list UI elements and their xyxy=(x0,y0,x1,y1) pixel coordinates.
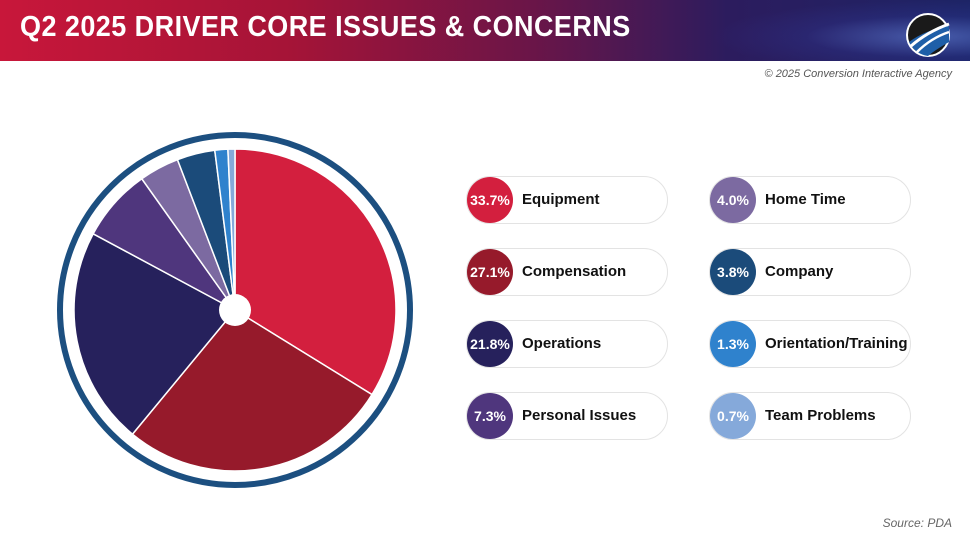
road-logo-icon xyxy=(906,13,950,57)
legend-label: Operations xyxy=(522,335,602,352)
legend-item-equipment: 33.7% Equipment xyxy=(466,176,668,224)
legend-item-operations: 21.8% Operations xyxy=(466,320,668,368)
legend-item-team-problems: 0.7% Team Problems xyxy=(709,392,911,440)
legend-value-badge: 3.8% xyxy=(710,249,756,295)
legend-item-home-time: 4.0% Home Time xyxy=(709,176,911,224)
pie-chart xyxy=(57,132,413,488)
copyright-text: © 2025 Conversion Interactive Agency xyxy=(764,68,952,80)
header-banner: Q2 2025 DRIVER CORE ISSUES & CONCERNS xyxy=(0,0,970,61)
legend-label: Home Time xyxy=(765,191,846,208)
source-text: Source: PDA xyxy=(882,516,952,530)
legend-label: Equipment xyxy=(522,191,600,208)
legend-item-personal-issues: 7.3% Personal Issues xyxy=(466,392,668,440)
legend-label: Team Problems xyxy=(765,407,876,424)
pie-slice-compensation xyxy=(131,309,374,472)
legend-value-badge: 27.1% xyxy=(467,249,513,295)
legend-value-badge: 33.7% xyxy=(467,177,513,223)
legend-label: Personal Issues xyxy=(522,407,637,424)
legend-value-badge: 1.3% xyxy=(710,321,756,367)
pie-slice-equipment xyxy=(234,148,397,396)
pie-slice-operations xyxy=(73,232,237,436)
pie-slice-team-problems xyxy=(227,148,236,311)
legend-label: Orientation/Training xyxy=(765,335,908,352)
pie-outer-ring xyxy=(57,132,413,488)
legend-item-orientation-training: 1.3% Orientation/Training xyxy=(709,320,911,368)
page-title: Q2 2025 DRIVER CORE ISSUES & CONCERNS xyxy=(20,11,631,43)
legend-value-badge: 0.7% xyxy=(710,393,756,439)
legend-item-compensation: 27.1% Compensation xyxy=(466,248,668,296)
legend-value-badge: 7.3% xyxy=(467,393,513,439)
legend-label: Compensation xyxy=(522,263,627,280)
pie-center-hole xyxy=(219,294,251,326)
legend-label: Company xyxy=(765,263,834,280)
legend-value-badge: 4.0% xyxy=(710,177,756,223)
legend-value-badge: 21.8% xyxy=(467,321,513,367)
legend-item-company: 3.8% Company xyxy=(709,248,911,296)
